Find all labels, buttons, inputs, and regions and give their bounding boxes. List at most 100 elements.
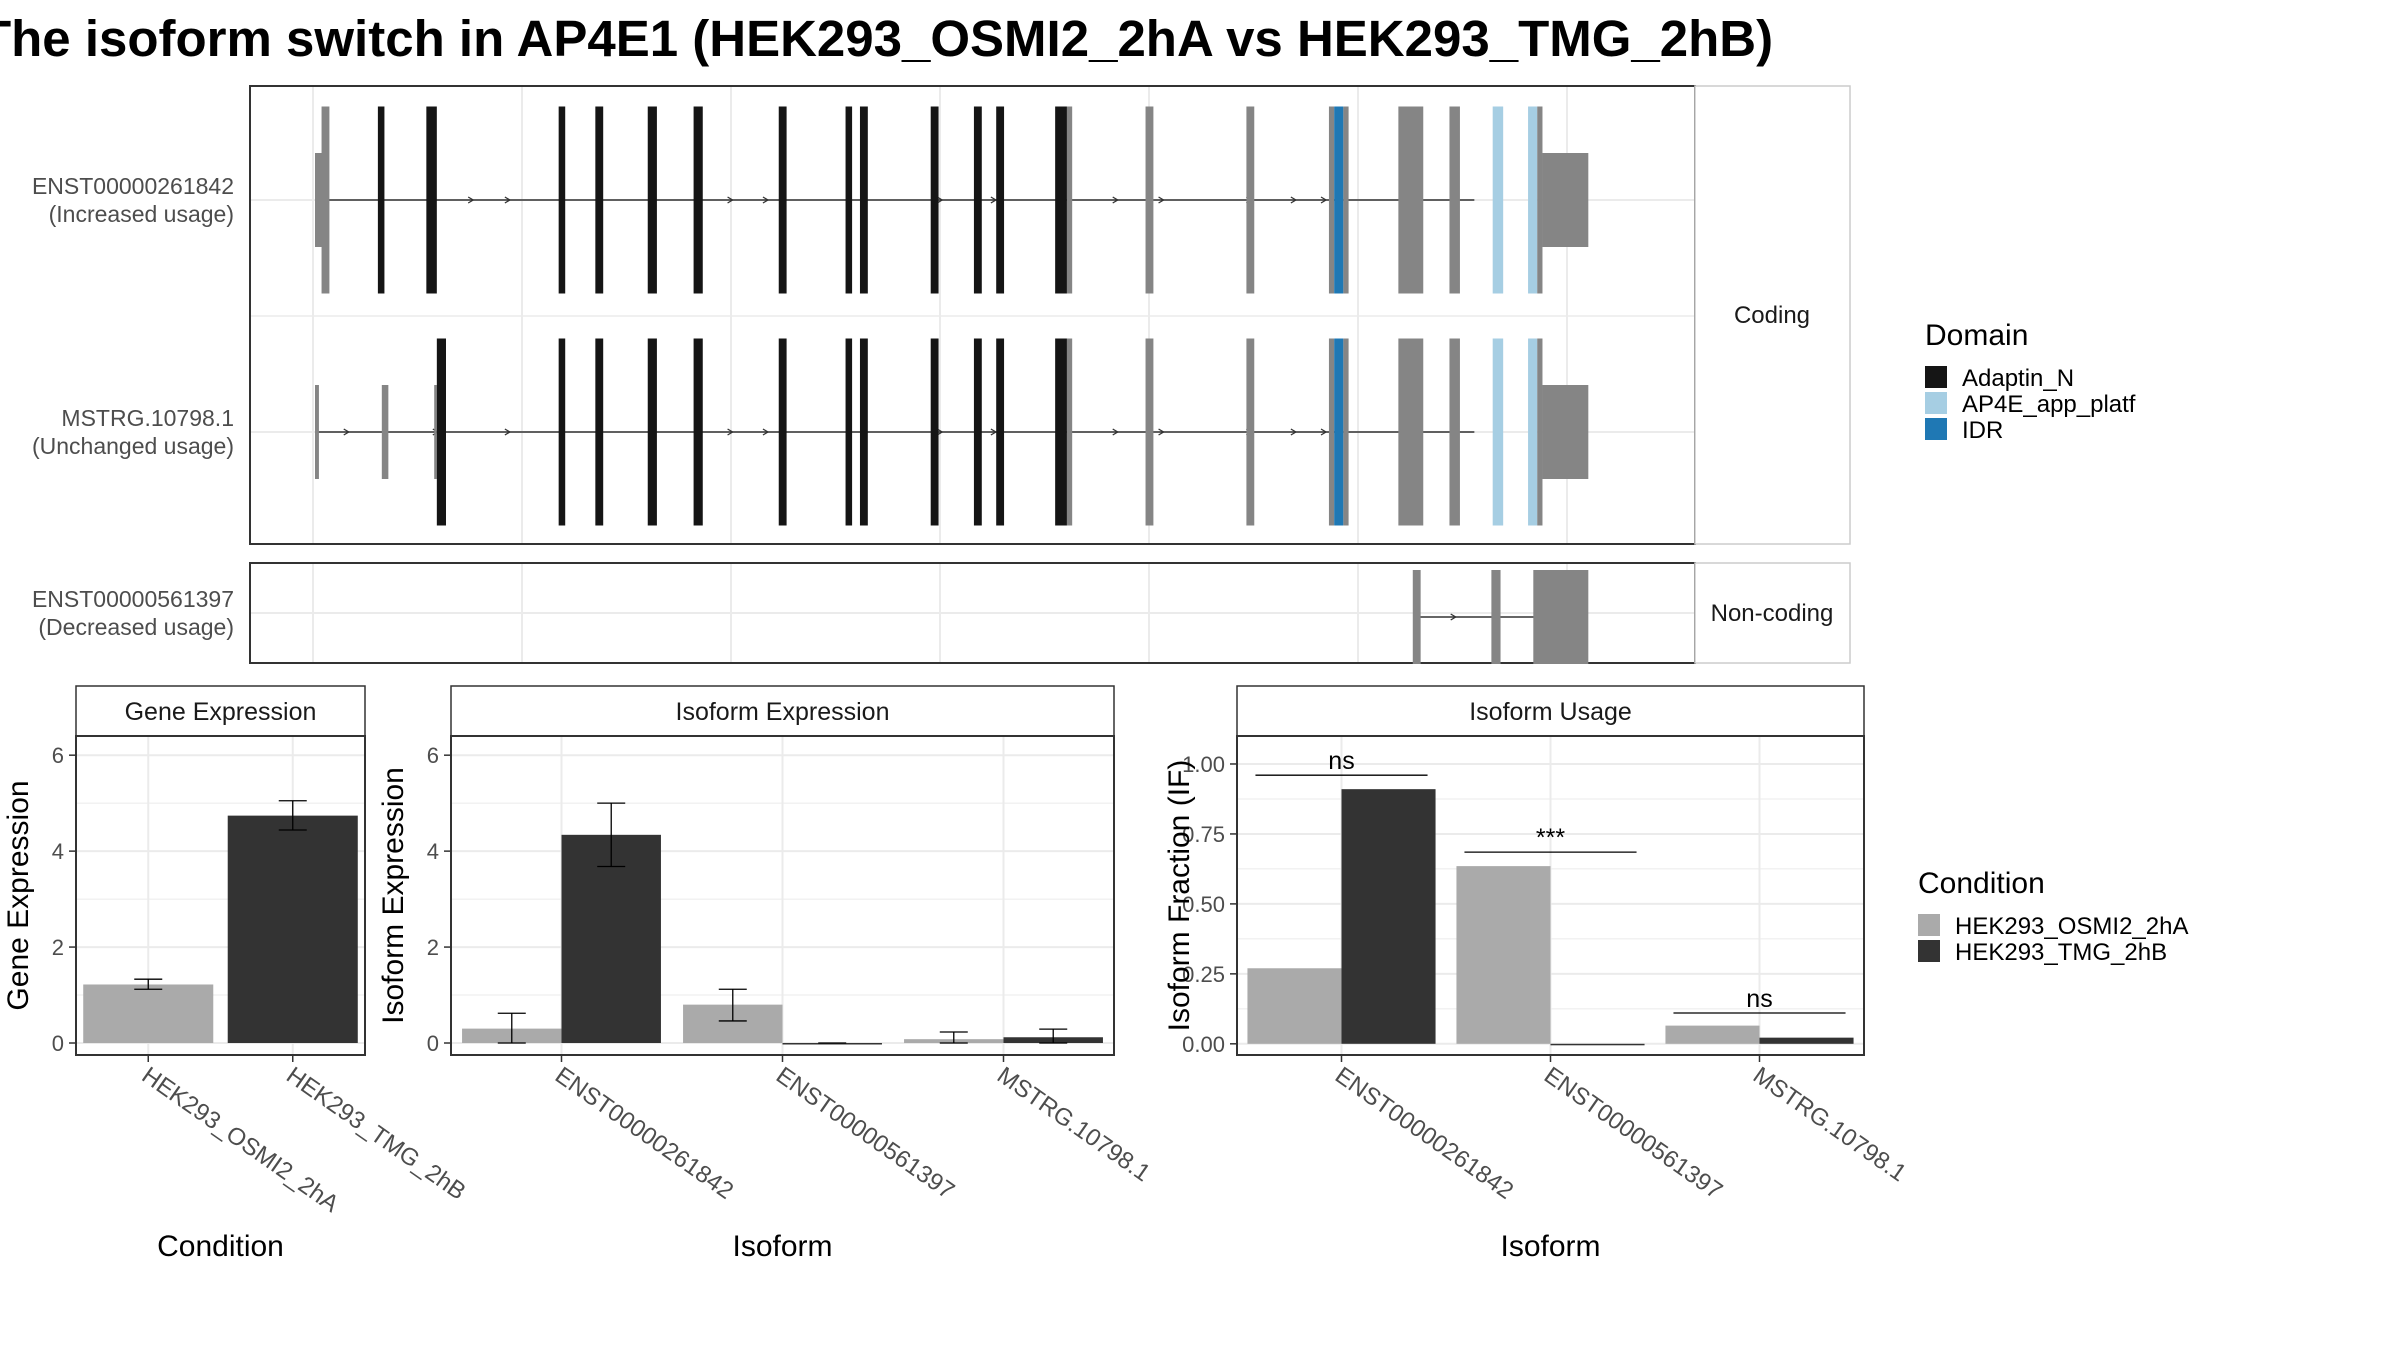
x-tick-label: ENST00000261842: [550, 1062, 738, 1205]
strand-arrow: [1158, 428, 1165, 436]
noncoding-strip-label: Non-coding: [1711, 600, 1834, 627]
x-tick-label: ENST00000561397: [1539, 1062, 1727, 1205]
strand-arrow: [1450, 613, 1457, 621]
legend-label-tmg: HEK293_TMG_2hB: [1955, 939, 2167, 966]
transcript-track-enst00000561397: [1412, 570, 1589, 664]
exon: [996, 338, 1005, 526]
exon: [778, 338, 787, 526]
y-tick-label: 0: [427, 1031, 439, 1056]
transcript-label-id: ENST00000561397: [32, 586, 234, 612]
structure-panel-coding: Coding ENST00000261842 (Increased usage)…: [32, 85, 1851, 545]
exon: [1542, 385, 1589, 479]
exon: [1334, 338, 1344, 526]
exon: [1449, 338, 1460, 526]
transcript-label-usage: (Decreased usage): [38, 614, 234, 640]
exon: [1542, 153, 1589, 247]
panel-strip: [75, 685, 366, 737]
transcript-label-usage: (Unchanged usage): [32, 433, 234, 459]
panel-strip: [450, 685, 1115, 737]
y-axis-title: Isoform Fraction (IF): [1163, 760, 1196, 1032]
exon: [1492, 106, 1504, 294]
strand-arrow: [1320, 196, 1328, 204]
condition-legend-title: Condition: [1918, 867, 2045, 900]
strand-arrow: [990, 196, 998, 204]
strand-arrow: [1290, 428, 1298, 436]
significance-label: ns: [1746, 985, 1772, 1013]
structure-panel-noncoding: Non-coding ENST00000561397 (Decreased us…: [32, 562, 1851, 664]
y-tick-label: 0.50: [1182, 892, 1225, 917]
strand-arrow: [762, 428, 770, 436]
x-tick-label: ENST00000561397: [771, 1062, 959, 1205]
exon: [1398, 338, 1424, 526]
exon: [321, 106, 330, 294]
legend-label-adaptin-n: Adaptin_N: [1962, 365, 2074, 392]
exon: [930, 106, 939, 294]
exon: [859, 338, 868, 526]
exon: [434, 385, 437, 479]
exon: [693, 106, 703, 294]
error-bar: [597, 802, 626, 868]
exon: [1412, 570, 1421, 664]
legend-swatch-tmg: [1918, 940, 1940, 962]
bar: [1341, 789, 1436, 1044]
exon: [1343, 338, 1349, 526]
coding-strip-label: Coding: [1734, 302, 1810, 329]
x-axis-title: Condition: [157, 1230, 284, 1263]
exon: [1246, 338, 1255, 526]
y-tick-label: 6: [52, 743, 64, 768]
y-tick-label: 0.75: [1182, 822, 1225, 847]
strand-arrow: [504, 196, 512, 204]
strand-arrow: [727, 428, 734, 436]
exon: [595, 338, 604, 526]
exon: [1398, 106, 1424, 294]
strand-arrow: [1158, 196, 1165, 204]
coding-panel-frame: [249, 85, 1696, 545]
exon: [1343, 106, 1349, 294]
strand-arrow: [343, 428, 351, 436]
y-tick-label: 0.25: [1182, 962, 1225, 987]
exon: [1533, 570, 1589, 664]
strand-arrow: [936, 196, 944, 204]
y-axis-title: Gene Expression: [2, 780, 35, 1010]
exon: [1066, 106, 1073, 294]
bar: [561, 834, 661, 1044]
x-tick-label: MSTRG.10798.1: [992, 1062, 1155, 1187]
error-bar: [134, 978, 163, 990]
exon: [558, 106, 566, 294]
exon: [1449, 106, 1460, 294]
exon: [996, 106, 1005, 294]
legend-swatch-ap4e-app-platf: [1925, 392, 1947, 414]
y-tick-label: 1.00: [1182, 752, 1225, 777]
y-tick-label: 6: [427, 743, 439, 768]
strand-arrow: [727, 196, 734, 204]
error-bar: [278, 800, 307, 831]
strand-arrow: [762, 196, 770, 204]
bar: [1665, 1025, 1760, 1044]
plot-frame: [75, 735, 366, 1056]
transcript-track-mstrg-10798-1: [315, 338, 1589, 526]
y-tick-label: 0: [52, 1031, 64, 1056]
exon: [381, 385, 389, 479]
x-axis-title: Isoform: [1500, 1230, 1600, 1263]
exon: [973, 106, 982, 294]
y-tick-label: 2: [52, 935, 64, 960]
strand-arrow: [504, 428, 512, 436]
noncoding-grid: [251, 564, 1694, 662]
exon: [1328, 106, 1335, 294]
bar: [1759, 1037, 1854, 1044]
exon: [558, 338, 566, 526]
transcript-label-id: MSTRG.10798.1: [61, 405, 234, 431]
exon: [1537, 338, 1543, 526]
panel-title: Isoform Expression: [676, 698, 890, 726]
transcript-track-enst00000261842: [315, 106, 1589, 294]
panel-title: Gene Expression: [125, 698, 317, 726]
isoform-usage-panel: Isoform Usage ns *** ns 0.00 0.25 0.50 0.75 1.00…: [1163, 685, 1911, 1263]
exon: [1055, 106, 1067, 294]
error-bar: [497, 1012, 526, 1044]
strand-arrow: [990, 428, 998, 436]
bar: [1247, 968, 1342, 1044]
condition-legend: Condition HEK293_OSMI2_2hA HEK293_TMG_2h…: [1918, 867, 2188, 966]
significance-label: ns: [1328, 747, 1354, 775]
legend-swatch-idr: [1925, 418, 1947, 440]
